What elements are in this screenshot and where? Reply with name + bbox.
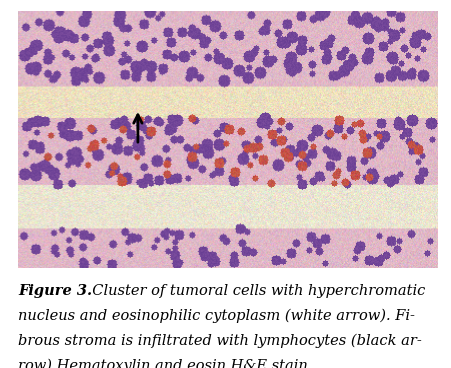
- Text: Figure 3.: Figure 3.: [18, 284, 92, 298]
- Text: nucleus and eosinophilic cytoplasm (white arrow). Fi-: nucleus and eosinophilic cytoplasm (whit…: [18, 309, 414, 323]
- Text: row) Hematoxylin and eosin H&E stain: row) Hematoxylin and eosin H&E stain: [18, 358, 307, 368]
- Text: brous stroma is infiltrated with lymphocytes (black ar-: brous stroma is infiltrated with lymphoc…: [18, 333, 421, 348]
- Text: Cluster of tumoral cells with hyperchromatic: Cluster of tumoral cells with hyperchrom…: [83, 284, 425, 298]
